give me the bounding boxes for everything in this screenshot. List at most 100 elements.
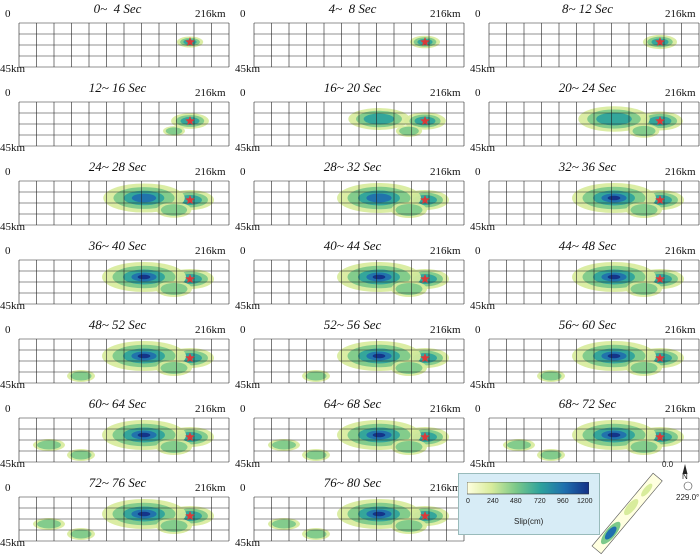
slip-patch	[607, 195, 621, 201]
slip-patch	[160, 441, 188, 453]
fault-plane-grid	[488, 22, 700, 68]
panel-title: 28~ 32 Sec	[323, 159, 382, 174]
snapshot-panel: 52~ 56 Sec 0 216km 45km	[235, 317, 465, 397]
slip-patch	[160, 204, 188, 216]
slip-patch	[137, 432, 151, 438]
legend-title: Slip(cm)	[514, 517, 544, 526]
panel-title: 0~ 4 Sec	[93, 1, 142, 16]
slip-patch	[272, 440, 296, 450]
slip-patch	[607, 353, 621, 359]
axis-start-label: 0	[475, 8, 481, 20]
fault-plane-grid	[18, 180, 230, 226]
slip-patch	[137, 353, 151, 359]
fault-plane-grid	[253, 496, 465, 542]
slip-patch	[160, 520, 188, 532]
legend-tick-1200: 1200	[577, 498, 593, 505]
axis-end-label: 216km	[665, 166, 696, 178]
legend-tick-0: 0	[466, 498, 470, 505]
fault-plane-grid	[18, 101, 230, 147]
panel-title: 36~ 40 Sec	[88, 238, 147, 253]
slip-patch	[372, 432, 386, 438]
hypocenter-star-icon	[185, 195, 195, 204]
panel-title: 8~ 12 Sec	[561, 1, 614, 16]
slip-patch	[630, 441, 658, 453]
legend-tick-960: 960	[557, 498, 569, 505]
hypocenter-star-icon	[420, 274, 430, 283]
snapshot-panel: 68~ 72 Sec 0 216km 45km	[470, 396, 700, 476]
hypocenter-star-icon	[420, 353, 430, 362]
axis-end-label: 216km	[665, 324, 696, 336]
hypocenter-star-icon	[420, 195, 430, 204]
slip-patch	[372, 274, 386, 280]
slip-patch	[607, 432, 621, 438]
panel-title: 20~ 24 Sec	[558, 80, 617, 95]
legend-tick-720: 720	[534, 498, 546, 505]
axis-end-label: 216km	[430, 403, 461, 415]
panel-title: 40~ 44 Sec	[323, 238, 382, 253]
snapshot-panel: 76~ 80 Sec 0 216km 45km	[235, 475, 465, 555]
slip-patch	[630, 283, 658, 295]
snapshot-panel: 20~ 24 Sec 0 216km 45km	[470, 80, 700, 160]
slip-patch	[37, 440, 61, 450]
hypocenter-star-icon	[420, 511, 430, 520]
snapshot-panel: 72~ 76 Sec 0 216km 45km	[0, 475, 230, 555]
hypocenter-star-icon	[185, 116, 195, 125]
slip-patch	[399, 126, 419, 136]
axis-start-label: 0	[475, 245, 481, 257]
panel-title: 64~ 68 Sec	[323, 396, 382, 411]
axis-end-label: 216km	[195, 324, 226, 336]
axis-end-label: 216km	[195, 245, 226, 257]
slip-patch	[160, 283, 188, 295]
slip-patch	[395, 204, 423, 216]
slip-patch	[395, 441, 423, 453]
slip-patch	[70, 529, 92, 539]
dip-label: 0.0	[662, 460, 674, 469]
snapshot-panel: 0~ 4 Sec 0 216km 45km	[0, 1, 230, 81]
axis-start-label: 0	[475, 166, 481, 178]
snapshot-panel: 64~ 68 Sec 0 216km 45km	[235, 396, 465, 476]
panel-title: 48~ 52 Sec	[88, 317, 147, 332]
hypocenter-star-icon	[185, 274, 195, 283]
axis-start-label: 0	[5, 482, 11, 494]
slip-patch	[160, 362, 188, 374]
slip-patch	[363, 113, 395, 125]
snapshot-panel: 32~ 36 Sec 0 216km 45km	[470, 159, 700, 239]
axis-end-label: 216km	[430, 245, 461, 257]
slip-patch	[37, 519, 61, 529]
hypocenter-star-icon	[420, 116, 430, 125]
slip-patch	[540, 371, 562, 381]
panel-title: 12~ 16 Sec	[88, 80, 147, 95]
axis-start-label: 0	[240, 8, 246, 20]
axis-end-label: 216km	[195, 166, 226, 178]
slip-patch	[305, 371, 327, 381]
slip-patch	[607, 274, 621, 280]
panel-title: 56~ 60 Sec	[558, 317, 617, 332]
panel-title: 76~ 80 Sec	[323, 475, 382, 490]
axis-start-label: 0	[475, 403, 481, 415]
slip-patch	[131, 193, 157, 203]
hypocenter-star-icon	[655, 274, 665, 283]
axis-end-label: 216km	[665, 403, 696, 415]
slip-patch	[596, 112, 632, 126]
axis-end-label: 216km	[665, 8, 696, 20]
panel-title: 16~ 20 Sec	[323, 80, 382, 95]
snapshot-panel: 48~ 52 Sec 0 216km 45km	[0, 317, 230, 397]
axis-end-label: 216km	[430, 8, 461, 20]
hypocenter-star-icon	[655, 37, 665, 46]
axis-start-label: 0	[5, 8, 11, 20]
hypocenter-star-icon	[185, 432, 195, 441]
fault-plane-grid	[253, 417, 465, 463]
slip-patch	[305, 529, 327, 539]
panel-title: 60~ 64 Sec	[88, 396, 147, 411]
axis-start-label: 0	[240, 87, 246, 99]
slip-patch	[70, 371, 92, 381]
axis-start-label: 0	[5, 324, 11, 336]
slip-patch	[372, 353, 386, 359]
hypocenter-star-icon	[420, 432, 430, 441]
slip-patch	[540, 450, 562, 460]
hypocenter-star-icon	[655, 116, 665, 125]
panel-title: 24~ 28 Sec	[88, 159, 147, 174]
axis-end-label: 216km	[195, 482, 226, 494]
axis-start-label: 0	[5, 403, 11, 415]
axis-end-label: 216km	[430, 324, 461, 336]
